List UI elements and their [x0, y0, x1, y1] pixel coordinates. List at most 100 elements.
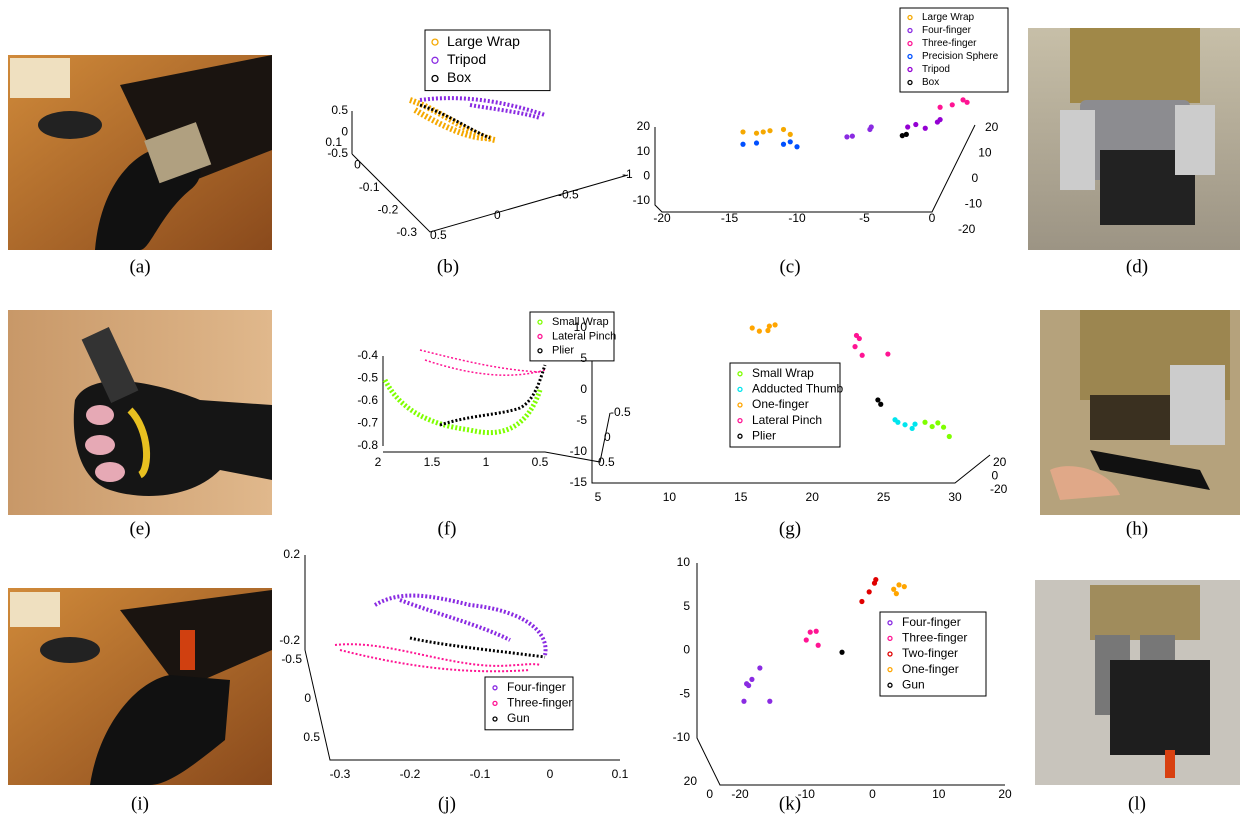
caption: (b): [437, 256, 459, 277]
tick-label: -1: [622, 167, 633, 181]
tick-label: 10: [978, 146, 992, 160]
tick-label: 10: [663, 490, 677, 504]
point: [788, 139, 793, 144]
caption: (i): [131, 793, 149, 814]
tick-label: -20: [653, 211, 671, 225]
tick-label: 15: [734, 490, 748, 504]
tick-label: 0.5: [598, 455, 615, 469]
legend-label: Tripod: [922, 64, 950, 75]
figure: (a)(b)0.50-0.50.10-0.1-0.2-0.30.50-0.5-1…: [0, 0, 1245, 823]
photo: [1035, 580, 1240, 785]
point: [867, 589, 872, 594]
tick-label: 1: [483, 455, 490, 469]
legend-label: Gun: [902, 677, 925, 691]
tick-label: 10: [677, 555, 691, 569]
tick-label: 5: [683, 599, 690, 613]
tick-label: -10: [798, 787, 816, 801]
point: [740, 142, 745, 147]
point: [922, 420, 927, 425]
point: [873, 577, 878, 582]
point: [808, 630, 813, 635]
legend-label: Lateral Pinch: [752, 413, 822, 427]
legend-label: Adducted Thumb: [752, 382, 843, 396]
tick-label: -10: [633, 193, 651, 207]
point: [750, 325, 755, 330]
point: [938, 117, 943, 122]
point: [859, 599, 864, 604]
tick-label: -0.7: [357, 416, 378, 430]
point: [902, 422, 907, 427]
point: [885, 351, 890, 356]
point: [913, 122, 918, 127]
point: [754, 140, 759, 145]
legend-label: Four-finger: [507, 680, 566, 694]
legend-label: Box: [447, 69, 471, 85]
legend-label: Four-finger: [922, 25, 972, 36]
tick-label: -0.2: [279, 633, 300, 647]
tick-label: 0.5: [532, 455, 549, 469]
photo: [8, 310, 272, 515]
legend-label: Box: [922, 77, 939, 88]
point: [761, 129, 766, 134]
tick-label: 0.1: [325, 135, 342, 149]
point: [930, 424, 935, 429]
legend-label: Three-finger: [902, 631, 967, 645]
legend-label: Plier: [752, 428, 776, 442]
tick-label: 20: [684, 774, 698, 788]
point: [894, 591, 899, 596]
tick-label: 5: [580, 351, 587, 365]
photo: [1040, 310, 1240, 515]
tick-label: -0.2: [400, 767, 421, 781]
tick-label: 30: [948, 490, 962, 504]
tick-label: 0: [354, 158, 361, 172]
panels: (a)(b)0.50-0.50.10-0.1-0.2-0.30.50-0.5-1…: [129, 8, 1148, 814]
tick-label: -0.5: [610, 405, 631, 419]
legend-label: Large Wrap: [922, 12, 975, 23]
point: [904, 132, 909, 137]
point: [767, 128, 772, 133]
tick-label: 0: [494, 208, 501, 222]
point: [816, 643, 821, 648]
tick-label: 20: [637, 119, 651, 133]
tick-label: -10: [570, 444, 588, 458]
tick-label: 0: [683, 643, 690, 657]
tick-label: -0.1: [359, 180, 380, 194]
point: [947, 434, 952, 439]
tick-label: -15: [721, 211, 739, 225]
tick-label: 0.5: [331, 103, 348, 117]
point: [938, 105, 943, 110]
legend-label: Tripod: [447, 51, 486, 67]
tick-label: -0.1: [470, 767, 491, 781]
point: [749, 677, 754, 682]
point: [765, 328, 770, 333]
point: [941, 425, 946, 430]
tick-label: 0: [304, 691, 311, 705]
tick-label: 0: [547, 767, 554, 781]
tick-label: 20: [806, 490, 820, 504]
tick-label: -0.4: [357, 348, 378, 362]
tick-label: 1.5: [424, 455, 441, 469]
point: [757, 665, 762, 670]
point: [875, 397, 880, 402]
point: [804, 637, 809, 642]
photo: [8, 55, 272, 250]
tick-label: -0.5: [357, 371, 378, 385]
point: [935, 420, 940, 425]
tick-label: 0: [992, 469, 999, 483]
legend-label: Three-finger: [922, 38, 977, 49]
point: [757, 329, 762, 334]
tick-label: -5: [679, 686, 690, 700]
tick-label: -0.6: [357, 393, 378, 407]
legend-label: One-finger: [752, 397, 809, 411]
caption: (l): [1128, 793, 1146, 814]
point: [844, 134, 849, 139]
tick-label: 0.5: [303, 730, 320, 744]
photo: [1028, 28, 1240, 250]
tick-label: -0.8: [357, 438, 378, 452]
tick-label: 0.1: [612, 767, 629, 781]
tick-label: 0: [929, 211, 936, 225]
tick-label: 0: [580, 382, 587, 396]
tick-label: -10: [673, 730, 691, 744]
tick-label: -20: [731, 787, 749, 801]
legend-label: Plier: [552, 345, 574, 357]
